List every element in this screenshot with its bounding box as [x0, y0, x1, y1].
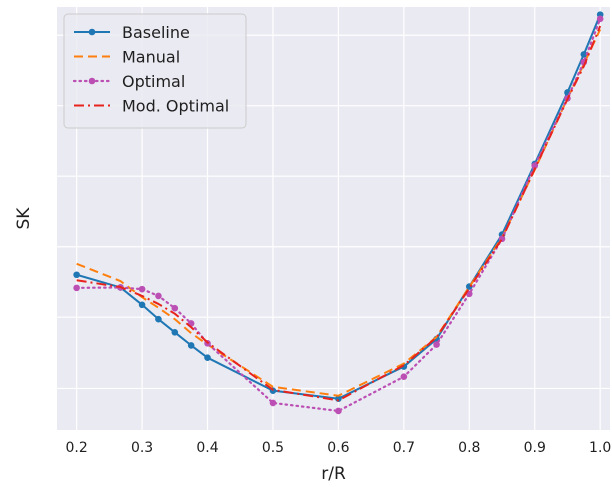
series-mod-optimal: [76, 25, 602, 402]
series-line-optimal: [75, 17, 602, 413]
legend-box: [63, 13, 247, 129]
x-tick-label: 0.8: [458, 440, 480, 456]
data-point: [73, 271, 80, 279]
series-manual: [76, 28, 602, 397]
legend-item-mod-optimal: Mod. Optimal: [74, 97, 229, 116]
x-tick-label: 0.9: [524, 440, 546, 456]
series-line-manual: [76, 28, 602, 397]
legend: Baseline Manual Optimal Mod. Optimal: [63, 13, 247, 129]
legend-marker: [88, 28, 96, 36]
data-point: [580, 51, 588, 58]
legend-item-optimal: Optimal: [72, 72, 185, 91]
data-point: [400, 373, 408, 381]
x-tick-label: 0.2: [66, 440, 88, 456]
legend-marker: [88, 77, 96, 85]
legend-item-manual: Manual: [74, 48, 180, 67]
series-line-mod-optimal: [76, 25, 602, 402]
x-tick-label: 0.5: [262, 440, 284, 456]
data-point: [433, 341, 440, 348]
data-point: [204, 354, 211, 361]
legend-label: Baseline: [122, 23, 190, 42]
data-point: [138, 301, 146, 309]
x-tick-label: 0.6: [327, 440, 349, 456]
data-point: [138, 285, 146, 293]
data-point: [269, 399, 277, 407]
x-tick-label: 0.7: [393, 440, 415, 456]
x-tick-label: 0.3: [131, 440, 153, 456]
data-point: [155, 292, 162, 300]
x-axis: 0.2 0.3 0.4 0.5 0.6 0.7 0.8 0.9 1.0: [66, 440, 612, 456]
legend-label: Manual: [122, 48, 180, 67]
data-point: [335, 407, 342, 415]
data-point: [73, 284, 80, 292]
y-axis-label: SK: [14, 207, 34, 230]
legend-label: Mod. Optimal: [122, 97, 229, 116]
data-point: [187, 342, 195, 349]
legend-item-baseline: Baseline: [74, 23, 190, 42]
data-point: [171, 304, 179, 312]
x-axis-label: r/R: [321, 464, 346, 484]
x-tick-label: 1.0: [589, 440, 611, 456]
data-point: [531, 162, 539, 169]
legend-label: Optimal: [122, 72, 185, 91]
x-tick-label: 0.4: [196, 440, 218, 456]
data-point: [155, 315, 162, 323]
series-layer: [73, 11, 604, 415]
data-point: [596, 15, 604, 23]
data-point: [171, 328, 179, 336]
